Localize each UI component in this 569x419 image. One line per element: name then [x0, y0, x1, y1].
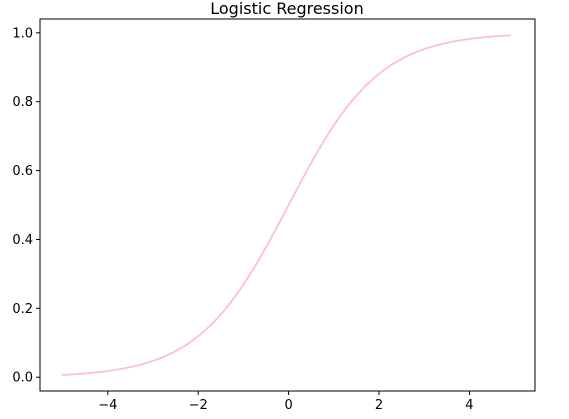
y-tick-label: 0.8: [12, 95, 33, 110]
x-tick-label: 2: [375, 398, 383, 413]
x-tick-label: 0: [284, 398, 292, 413]
y-tick-label: 0.4: [12, 233, 33, 248]
y-axis: 0.0 0.2 0.4 0.6 0.8 1.0: [12, 26, 40, 386]
y-tick-label: 0.6: [12, 164, 33, 179]
x-tick-label: −2: [189, 398, 208, 413]
y-tick-label: 0.2: [12, 302, 33, 317]
x-tick-label: −4: [98, 398, 117, 413]
chart-title: Logistic Regression: [210, 0, 363, 18]
series-line-0: [61, 34, 512, 376]
plot-area: [61, 34, 512, 376]
x-tick-label: 4: [465, 398, 473, 413]
y-tick-label: 1.0: [12, 26, 33, 41]
y-tick-label: 0.0: [12, 371, 33, 386]
x-axis: −4 −2 0 2 4: [98, 391, 474, 413]
axes-frame: [39, 18, 536, 392]
